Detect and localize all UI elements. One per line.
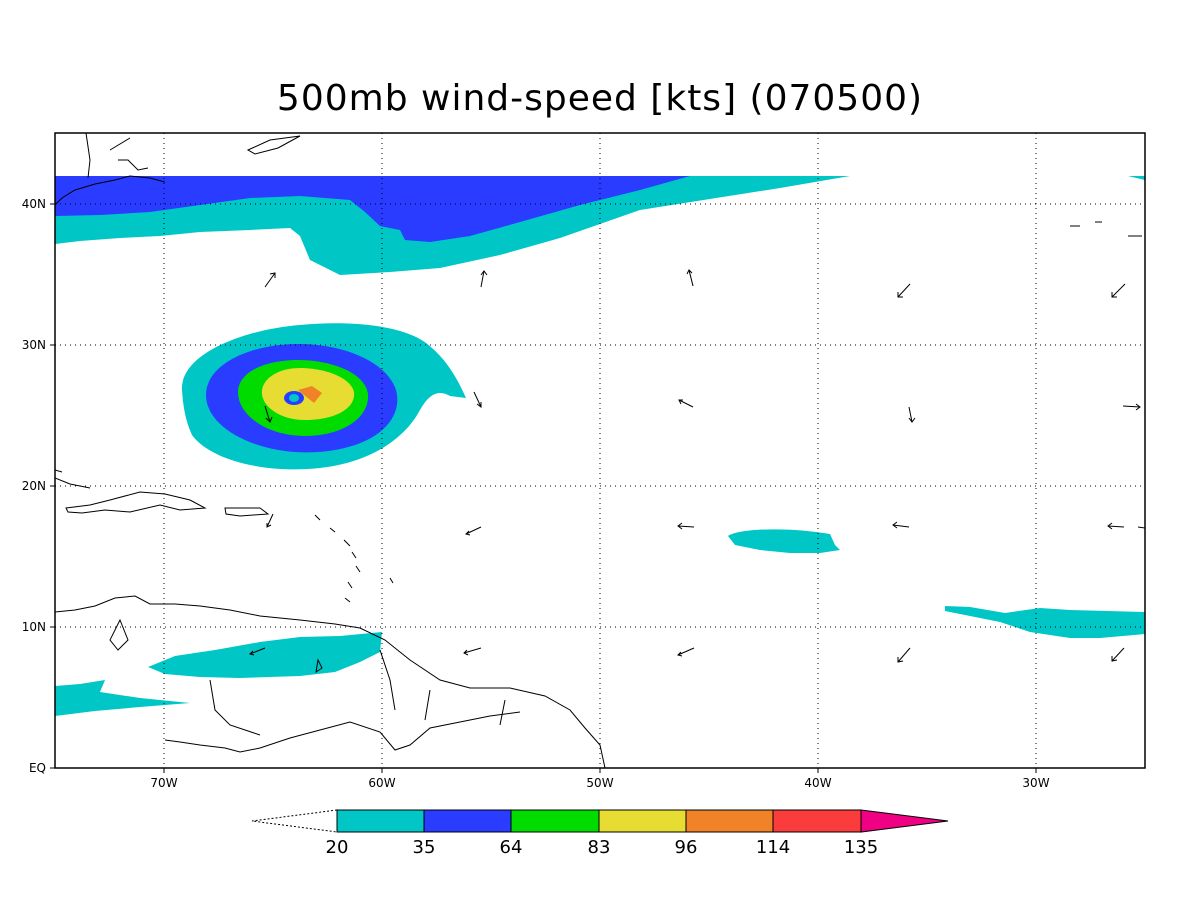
wind-vector (1107, 525, 1125, 528)
lon-label: 70W (150, 776, 177, 790)
coast-hispaniola (65, 491, 207, 514)
wind-vector (677, 647, 695, 656)
coast-puerto-rico (224, 507, 270, 517)
lon-label: 40W (804, 776, 831, 790)
wind-vector-head (1111, 656, 1118, 662)
patch-southwest (55, 680, 190, 716)
coast-northeast-us (55, 133, 166, 206)
wind-vector-head (1135, 403, 1141, 411)
wind-vector (264, 272, 276, 288)
colorbar-high-triangle (860, 809, 949, 833)
coast-cuba (55, 469, 91, 489)
wind-vector-head (465, 530, 471, 536)
lat-label: EQ (29, 761, 46, 775)
wind-vector-head (1111, 292, 1117, 298)
colorbar-label: 135 (844, 837, 878, 858)
wind-vector-head (266, 523, 272, 528)
wind-vector-head (1107, 522, 1113, 530)
colorbar-swatch (336, 809, 425, 833)
wind-vector (678, 399, 694, 408)
coast-azores (1070, 221, 1142, 237)
coast-lesser-antilles (314, 514, 394, 603)
colorbar-label: 64 (500, 837, 523, 858)
wind-vector (688, 269, 694, 287)
colorbar-swatch (598, 809, 687, 833)
wind-vector (465, 526, 482, 535)
lon-label: 50W (586, 776, 613, 790)
wind-vector (266, 513, 274, 528)
wind-vector-head (265, 416, 273, 423)
colorbar-label: 20 (326, 837, 349, 858)
coast-venezuela-interior (109, 618, 521, 753)
wind-vector (897, 647, 911, 663)
lat-label: 30N (22, 338, 46, 352)
colorbar-swatch (772, 809, 862, 833)
wind-vector (908, 406, 913, 423)
patch-east-atlantic (945, 606, 1145, 638)
wind-vector (473, 391, 482, 408)
wind-vector (1137, 526, 1146, 529)
coast-border-lines (209, 649, 506, 736)
shaded-wind-speed (55, 176, 1145, 716)
wind-vector (480, 270, 485, 288)
wind-vector-head (480, 270, 488, 276)
colorbar-label: 96 (675, 837, 698, 858)
wind-vector (1111, 647, 1125, 662)
colorbar-swatch (510, 809, 600, 833)
wind-vector-head (269, 272, 276, 278)
jet-band-right-sliver (1128, 176, 1145, 180)
colorbar-low-triangle (251, 809, 338, 833)
patch-venezuela (148, 632, 382, 678)
lon-label: 60W (368, 776, 395, 790)
gridlines (55, 133, 1145, 768)
colorbar-swatch (423, 809, 512, 833)
colorbar-label: 83 (588, 837, 611, 858)
wind-vector (677, 525, 695, 528)
wind-vector (463, 647, 482, 654)
colorbar-label: 114 (756, 837, 790, 858)
wind-vector (264, 405, 271, 423)
wind-vector (897, 283, 911, 298)
wind-vector-head (686, 269, 693, 275)
wind-vector (1122, 405, 1141, 408)
wind-vector-head (897, 657, 904, 663)
coast-south-america (55, 595, 606, 768)
wind-vector-head (677, 651, 683, 657)
wind-vector (249, 647, 266, 655)
wind-vectors (249, 269, 1146, 663)
lon-label: 30W (1022, 776, 1049, 790)
wind-vector (1111, 283, 1126, 298)
wind-vector-head (476, 402, 482, 408)
wind-vector (892, 524, 910, 528)
coast-trinidad (315, 658, 323, 674)
wind-vector-head (677, 522, 683, 530)
wind-vector-head (908, 417, 916, 423)
map-title: 500mb wind-speed [kts] (070500) (276, 78, 924, 119)
hurricane-96kt (298, 386, 322, 403)
wind-vector-head (892, 521, 898, 529)
lat-label: 40N (22, 197, 46, 211)
coast-nova-scotia (246, 135, 301, 155)
wind-vector-head (678, 399, 683, 405)
patch-central-atlantic (728, 529, 840, 553)
jet-band-35kt (55, 176, 690, 242)
lat-label: 20N (22, 479, 46, 493)
colorbar: 20 35 64 83 96 114 135 (251, 809, 949, 858)
coastlines (55, 133, 1142, 768)
hurricane-eye-inner (289, 394, 299, 402)
wind-vector-head (463, 649, 469, 656)
colorbar-label: 35 (413, 837, 436, 858)
lat-label: 10N (22, 620, 46, 634)
tick-marks (50, 203, 1037, 773)
colorbar-swatch (685, 809, 774, 833)
wind-vector-head (249, 650, 255, 656)
wind-vector-head (897, 292, 903, 298)
